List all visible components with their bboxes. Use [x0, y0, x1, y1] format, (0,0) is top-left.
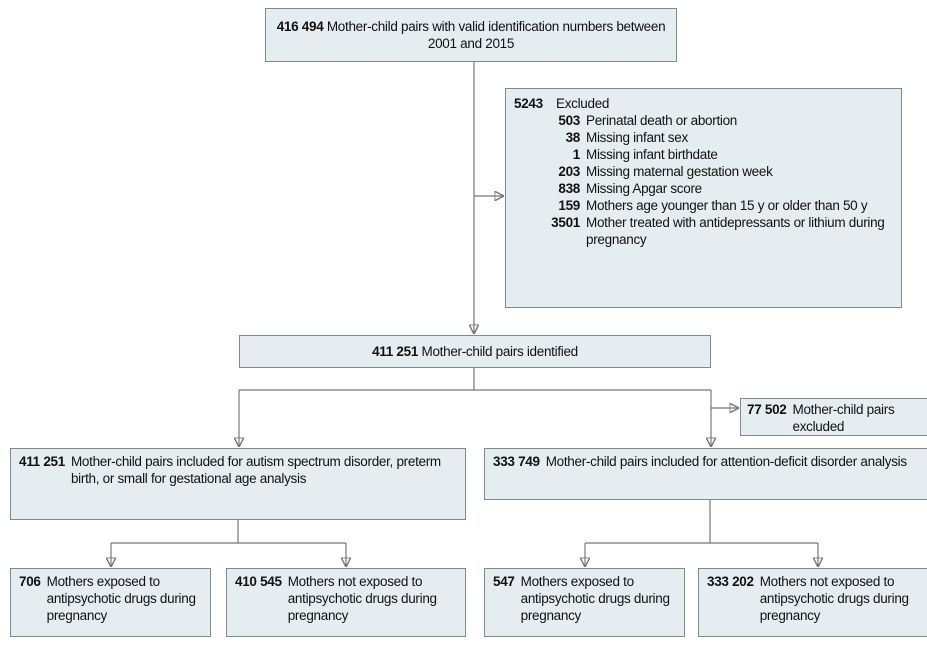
label: Mothers not exposed to antipsychotic dru…: [759, 574, 909, 623]
count: 706: [19, 574, 41, 589]
label: Mother-child pairs included for autism s…: [70, 454, 441, 486]
count: 1: [572, 147, 581, 162]
label: Missing infant birthdate: [586, 147, 718, 162]
connector: [239, 368, 711, 391]
label: Mother-child pairs with valid identifica…: [326, 19, 666, 51]
label: Mother treated with antidepressants or l…: [586, 215, 885, 247]
count: 333 749: [493, 454, 540, 469]
connector: [111, 520, 346, 544]
count: 411 251: [19, 454, 65, 469]
count: 77 502: [747, 402, 787, 417]
label: Mothers exposed to antipsychotic drugs d…: [520, 574, 670, 623]
label: Missing infant sex: [586, 130, 688, 145]
label: Perinatal death or abortion: [586, 113, 738, 128]
count: 503: [558, 113, 580, 128]
label: Missing Apgar score: [586, 181, 702, 196]
node: 77 502 Mother-child pairs excluded: [740, 398, 927, 436]
count: 38: [565, 130, 581, 145]
label: Mothers not exposed to antipsychotic dru…: [287, 574, 437, 623]
count: 333 202: [707, 574, 754, 589]
label: Excluded: [556, 96, 610, 111]
node: 333 202 Mothers not exposed to antipsych…: [698, 568, 927, 637]
count: 410 545: [235, 574, 282, 589]
label: Mothers exposed to antipsychotic drugs d…: [46, 574, 196, 623]
label: Mother-child pairs excluded: [792, 402, 895, 434]
label: Missing maternal gestation week: [586, 164, 773, 179]
count: 3501: [551, 215, 580, 230]
count: 411 251: [372, 344, 419, 359]
node: 411 251 Mother-child pairs identified: [239, 335, 711, 368]
count: 159: [558, 198, 580, 213]
count: 838: [558, 181, 580, 196]
connector: [585, 500, 818, 544]
label: Mothers age younger than 15 y or older t…: [586, 198, 868, 213]
count: 5243: [514, 96, 543, 111]
count: 416 494: [276, 19, 324, 34]
node: 333 749 Mother-child pairs included for …: [484, 448, 927, 500]
count: 203: [558, 164, 580, 179]
node: 410 545 Mothers not exposed to antipsych…: [226, 568, 466, 637]
label: Mother-child pairs included for attentio…: [545, 454, 907, 469]
node: 411 251 Mother-child pairs included for …: [10, 448, 466, 520]
node: 706 Mothers exposed to antipsychotic dru…: [10, 568, 211, 637]
node: 416 494 Mother-child pairs with valid id…: [265, 8, 677, 62]
count: 547: [493, 574, 515, 589]
node: 5243 Excluded 503 Perinatal death or abor…: [505, 88, 902, 308]
label: Mother-child pairs identified: [421, 344, 579, 359]
node: 547 Mothers exposed to antipsychotic dru…: [484, 568, 685, 637]
